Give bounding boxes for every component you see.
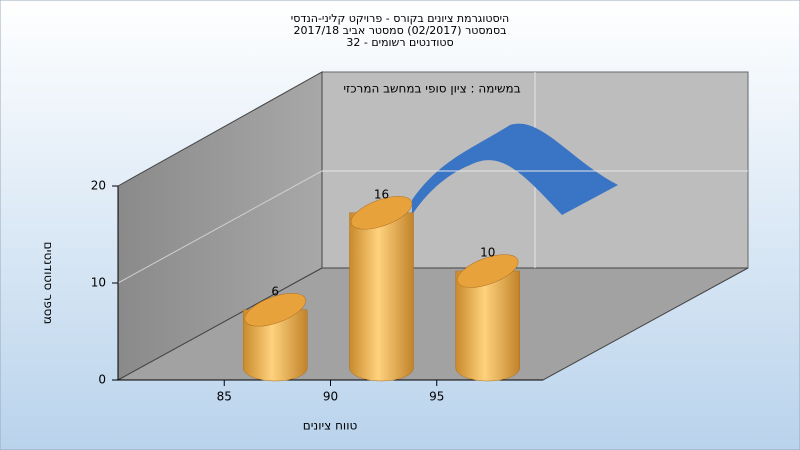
annotation: במשימה : ציון סופי במחשב המרכזי [343, 82, 520, 96]
title-line: סטודנטים רשומים - 32 [346, 36, 453, 49]
grid-line [117, 170, 323, 284]
y-tick-label: 10 [91, 276, 106, 290]
bar-top [350, 196, 413, 230]
value-label: 16 [374, 187, 389, 201]
bar [243, 309, 308, 382]
value-label: 10 [480, 246, 495, 260]
title-line: בסמסטר (02/2017) סמסטר אביב 2017/18 [293, 24, 506, 37]
title-line: היסטוגרמת ציונים בקורס - פרויקט קליני-הנ… [291, 12, 509, 25]
x-axis-label: טווח ציונים [303, 419, 358, 433]
x-tick-label: 90 [323, 390, 338, 404]
bar-top [244, 293, 306, 327]
x-tick-label: 85 [217, 390, 232, 404]
y-axis-label: מספר סטודנטים [42, 242, 56, 325]
bar-top [457, 254, 519, 288]
y-tick-label: 20 [91, 179, 106, 193]
x-tick-label: 95 [429, 390, 444, 404]
bar [349, 212, 414, 382]
y-tick-label: 0 [98, 373, 106, 387]
plot: 0 10 20 85 6 90 16 95 10 [91, 170, 748, 404]
normal-curve [412, 123, 618, 215]
value-label: 6 [271, 284, 279, 298]
bar [455, 270, 520, 382]
